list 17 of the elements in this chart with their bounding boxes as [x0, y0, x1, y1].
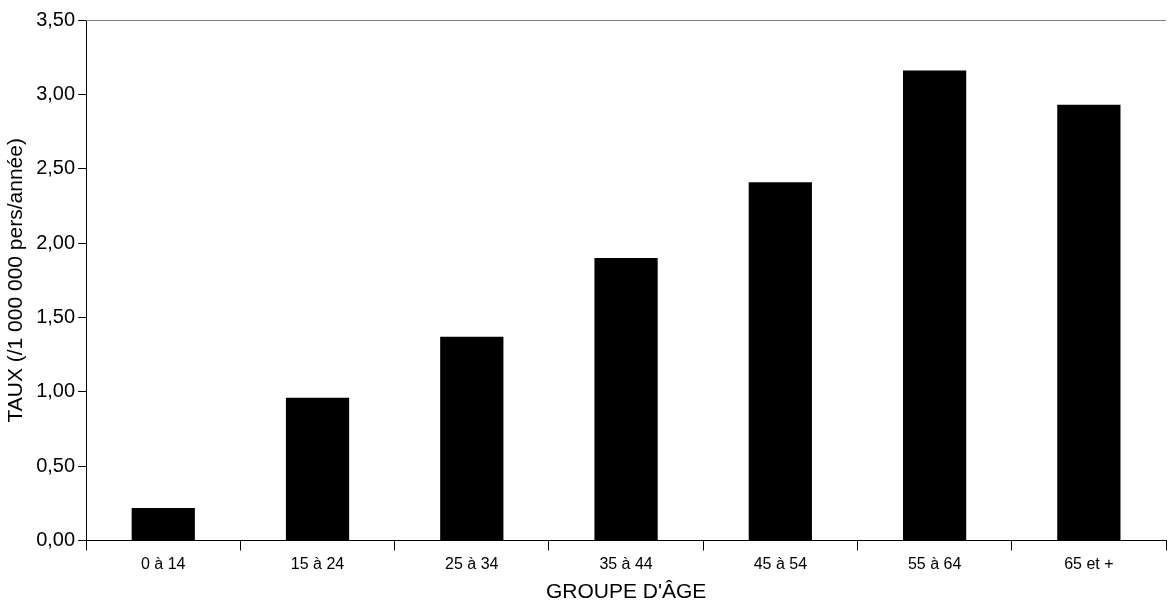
- y-axis-title: TAUX (/1 000 000 pers/année): [3, 138, 27, 423]
- x-tick-label: 0 à 14: [141, 554, 186, 572]
- y-tick-label: 1,50: [36, 305, 76, 327]
- x-tick-label: 65 et +: [1064, 554, 1114, 572]
- y-tick-label: 3,50: [36, 7, 76, 30]
- y-tick-label: 2,50: [36, 156, 76, 179]
- x-tick-label: 55 à 64: [907, 554, 962, 572]
- y-tick-label: 1,00: [36, 379, 76, 402]
- x-tick-label: 35 à 44: [599, 554, 653, 572]
- x-tick-label: 15 à 24: [290, 554, 345, 572]
- x-tick-label: 25 à 34: [445, 554, 499, 572]
- y-tick-label: 0,50: [36, 453, 76, 476]
- x-axis-title: GROUPE D'ÂGE: [545, 579, 707, 603]
- y-tick-label: 2,00: [36, 230, 76, 253]
- y-tick-label: 0,00: [36, 528, 76, 551]
- y-tick-label: 3,00: [36, 81, 76, 104]
- x-tick-label: 45 à 54: [753, 554, 808, 572]
